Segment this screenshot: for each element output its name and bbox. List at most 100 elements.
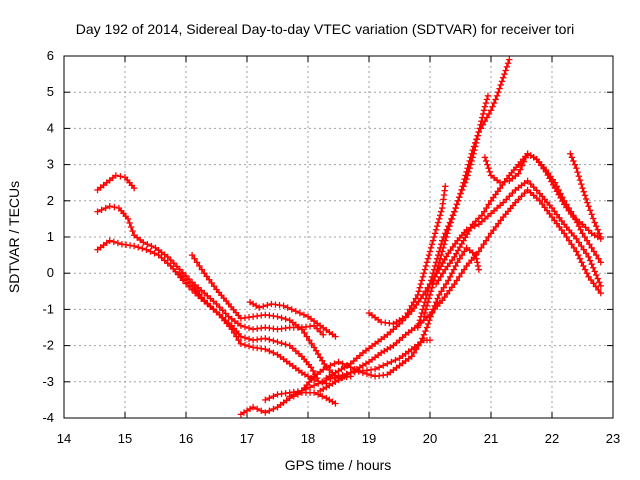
data-point-marker [597, 233, 604, 241]
y-axis-label: SDTVAR / TECUs [6, 181, 22, 293]
y-tick-label: 0 [47, 265, 54, 280]
data-point-marker [475, 215, 482, 222]
data-point-marker [589, 264, 597, 271]
data-point-marker [585, 253, 592, 261]
data-point-marker [574, 169, 581, 176]
data-point-marker [548, 213, 556, 221]
data-point-marker [412, 295, 419, 302]
data-point-marker [270, 349, 277, 357]
data-point-marker [143, 246, 150, 253]
data-point-marker [515, 196, 522, 203]
data-point-marker [482, 237, 490, 244]
data-point-marker [575, 172, 583, 180]
data-point-marker [451, 280, 458, 288]
data-point-marker [262, 409, 269, 416]
data-point-marker [292, 308, 299, 315]
series-arc-q [567, 150, 604, 241]
data-point-marker [588, 244, 595, 252]
grid [64, 56, 613, 418]
data-point-marker [573, 235, 580, 243]
data-point-marker [582, 195, 590, 203]
data-point-marker [595, 286, 602, 294]
data-point-marker [179, 273, 187, 280]
data-point-marker [548, 204, 556, 212]
data-point-marker [586, 207, 594, 214]
data-point-marker [422, 262, 430, 270]
data-point-marker [553, 188, 561, 195]
data-point-marker [501, 178, 508, 185]
data-point-marker [237, 322, 245, 329]
data-point-marker [485, 201, 492, 208]
y-tick-label: 1 [47, 229, 54, 244]
data-point-marker [213, 300, 220, 308]
data-point-marker [490, 226, 497, 234]
data-point-marker [536, 197, 543, 204]
data-point-marker [480, 208, 488, 215]
data-point-marker [561, 230, 568, 237]
data-point-marker [106, 203, 113, 210]
data-point-marker [502, 67, 509, 74]
series-line [368, 186, 446, 325]
data-point-marker [553, 211, 561, 218]
data-point-marker [219, 307, 226, 314]
data-point-marker [417, 280, 425, 288]
data-point-marker [314, 391, 322, 398]
data-point-marker [327, 362, 334, 369]
data-point-marker [437, 208, 445, 215]
data-point-marker [539, 200, 546, 208]
y-tick-label: 6 [47, 48, 54, 63]
chart-title: Day 192 of 2014, Sidereal Day-to-day VTE… [76, 21, 575, 37]
data-point-marker [124, 215, 132, 223]
data-point-marker [593, 251, 600, 259]
data-point-marker [474, 262, 482, 270]
data-point-marker [472, 218, 479, 225]
data-point-marker [497, 217, 504, 224]
data-point-marker [571, 161, 579, 168]
data-point-marker [484, 161, 491, 168]
data-point-marker [191, 255, 198, 262]
data-point-marker [413, 346, 420, 353]
data-point-marker [456, 273, 463, 281]
data-point-marker [422, 327, 429, 335]
data-point-marker [439, 259, 447, 267]
data-point-marker [426, 291, 434, 299]
data-point-marker [558, 217, 565, 225]
data-point-marker [578, 242, 585, 250]
data-point-marker [423, 324, 431, 331]
data-point-marker [462, 172, 469, 179]
data-point-marker [443, 253, 450, 260]
data-point-marker [481, 103, 489, 110]
data-point-marker [430, 233, 438, 241]
data-point-marker [551, 217, 558, 224]
x-tick-label: 23 [606, 431, 620, 446]
data-point-marker [441, 241, 448, 248]
data-point-marker [270, 393, 277, 400]
data-point-marker [102, 204, 109, 212]
data-point-marker [559, 197, 566, 205]
data-point-marker [260, 303, 267, 310]
x-tick-label: 19 [362, 431, 376, 446]
data-point-marker [576, 176, 584, 184]
data-point-marker [496, 85, 503, 92]
data-point-marker [419, 335, 426, 342]
data-point-marker [436, 255, 444, 262]
data-point-marker [319, 378, 326, 385]
data-point-marker [253, 405, 261, 413]
data-point-marker [321, 360, 328, 368]
data-point-marker [432, 270, 440, 277]
series-arc-a [94, 172, 138, 194]
x-tick-label: 18 [301, 431, 315, 446]
data-point-marker [237, 340, 245, 347]
data-point-marker [466, 157, 473, 165]
data-point-marker [581, 192, 589, 199]
data-point-marker [129, 227, 136, 235]
data-point-marker [579, 221, 586, 228]
data-point-marker [98, 206, 105, 214]
data-point-marker [201, 270, 208, 277]
data-point-marker [444, 230, 451, 237]
data-point-marker [586, 257, 594, 264]
data-point-marker [456, 243, 464, 251]
data-point-marker [306, 336, 313, 344]
data-point-marker [434, 219, 442, 226]
data-point-marker [475, 248, 482, 255]
